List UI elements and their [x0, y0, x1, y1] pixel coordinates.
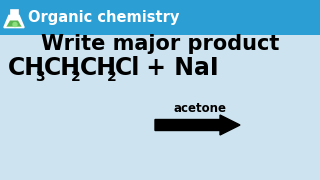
Text: CH: CH [44, 56, 81, 80]
Text: 2: 2 [107, 70, 117, 84]
Polygon shape [4, 15, 24, 28]
Bar [0, 0, 320, 35]
Text: Organic chemistry: Organic chemistry [28, 10, 180, 25]
Text: + NaI: + NaI [138, 56, 219, 80]
Polygon shape [6, 21, 22, 28]
Text: Cl: Cl [115, 56, 140, 80]
FancyBboxPatch shape [11, 10, 18, 15]
Text: Write major product: Write major product [41, 34, 279, 54]
Text: CH: CH [8, 56, 45, 80]
Text: acetone: acetone [173, 102, 227, 114]
Text: 3: 3 [35, 70, 44, 84]
Text: CH: CH [80, 56, 117, 80]
FancyArrow shape [155, 115, 240, 135]
Text: 2: 2 [71, 70, 81, 84]
Circle shape [13, 22, 17, 26]
